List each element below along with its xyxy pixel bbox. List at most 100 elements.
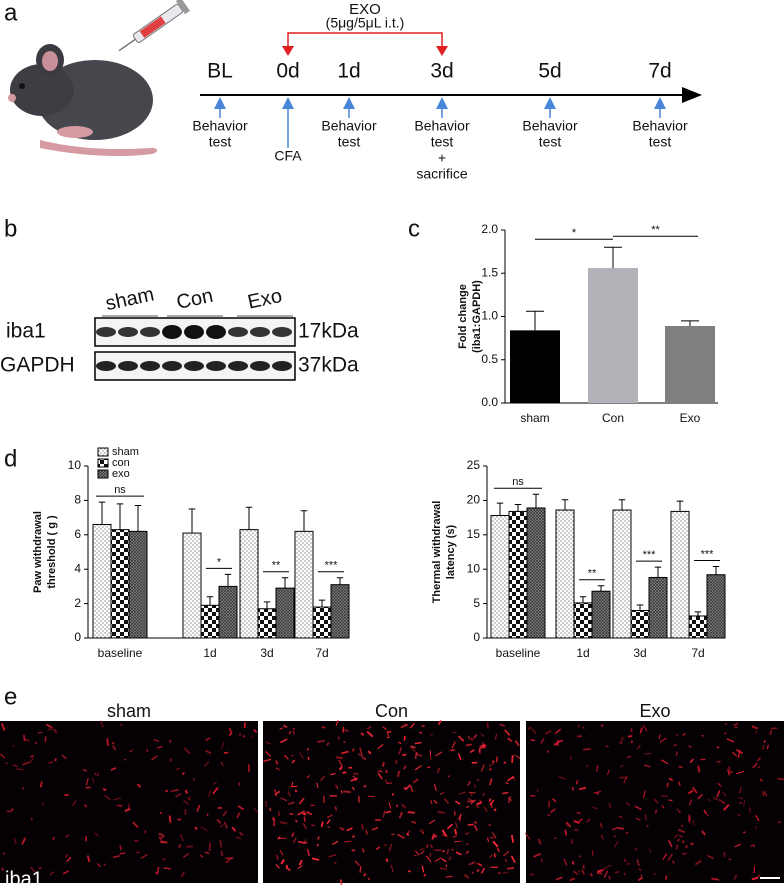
microglia — [544, 729, 552, 735]
microglia — [457, 753, 462, 761]
microglia — [158, 836, 164, 844]
microglia — [763, 739, 766, 744]
blot-size: 37kDa — [298, 354, 359, 377]
microglia — [423, 873, 427, 877]
microglia — [253, 807, 258, 813]
microglia — [132, 821, 139, 829]
microglia — [99, 720, 104, 728]
microglia — [673, 744, 677, 747]
treatment-arrows — [282, 46, 448, 56]
microglia — [28, 758, 34, 764]
microglia — [352, 786, 355, 791]
microglia — [119, 844, 122, 851]
mouse-illustration — [8, 0, 190, 156]
microglia — [496, 847, 500, 852]
microglia — [303, 812, 307, 816]
microglia — [104, 794, 111, 801]
microglia — [353, 772, 359, 775]
x-tick-label: 7d — [315, 646, 328, 660]
microglia — [694, 859, 702, 866]
microglia — [292, 727, 296, 731]
blot-band — [250, 361, 270, 371]
microglia — [338, 765, 343, 771]
microglia — [761, 791, 765, 797]
microglia — [411, 820, 417, 824]
microglia — [729, 771, 734, 774]
microglia — [433, 799, 438, 804]
microglia — [386, 731, 390, 738]
microglia — [586, 818, 591, 824]
microglia — [619, 764, 624, 768]
microglia — [366, 730, 374, 738]
microglia — [181, 771, 186, 776]
microglia — [480, 733, 485, 737]
microglia — [450, 749, 455, 752]
microglia — [441, 858, 447, 863]
microglia — [222, 810, 228, 817]
y-axis-label: threshold ( g ) — [46, 515, 58, 589]
error-bar — [98, 501, 106, 525]
microglia — [111, 741, 115, 745]
microglia — [275, 854, 279, 860]
bar — [630, 609, 650, 639]
microglia — [371, 827, 379, 831]
microglia — [527, 726, 532, 730]
microglia — [600, 834, 604, 840]
microglia — [208, 842, 211, 851]
panel-label: c — [408, 215, 420, 242]
microglia — [660, 759, 669, 765]
microglia — [459, 813, 462, 822]
microglia — [692, 820, 695, 826]
y-tick-label: 0.0 — [481, 395, 498, 409]
microglia — [707, 854, 714, 859]
microglia — [343, 790, 351, 794]
bar — [508, 510, 528, 639]
microglia — [311, 857, 320, 861]
microglia — [291, 759, 296, 764]
microglia — [119, 852, 126, 855]
microglia — [661, 804, 665, 809]
microglia — [755, 825, 758, 829]
microglia — [242, 734, 246, 738]
microglia — [480, 764, 485, 772]
microglia — [299, 751, 304, 760]
microglia — [507, 797, 513, 802]
microglia — [603, 870, 609, 878]
microglia — [470, 793, 473, 796]
microglia — [354, 860, 360, 867]
microglia — [769, 729, 773, 736]
microglia — [759, 778, 764, 782]
microglia — [404, 784, 411, 791]
microglia — [204, 749, 212, 754]
microglia — [777, 777, 784, 781]
error-bar — [597, 585, 605, 592]
event-note: test — [539, 134, 562, 150]
dose: (5μg/5μL i.t.) — [326, 15, 405, 31]
microglia — [479, 799, 483, 803]
microglia — [408, 869, 411, 873]
microglia — [285, 864, 288, 869]
microglia — [597, 869, 604, 873]
microglia — [623, 872, 626, 876]
microglia — [421, 865, 425, 873]
event-note: test — [338, 134, 361, 150]
microglia — [578, 818, 583, 823]
microglia — [454, 840, 462, 843]
microglia — [409, 785, 414, 793]
microglia — [1, 867, 4, 872]
microglia — [478, 747, 481, 752]
microglia — [52, 836, 55, 841]
microglia — [419, 850, 425, 855]
microglia — [441, 829, 447, 837]
legend-label: sham — [112, 446, 139, 458]
x-tick-label: 7d — [691, 646, 704, 660]
microglia — [589, 872, 593, 877]
day-label: 1d — [337, 60, 360, 83]
microglia — [351, 748, 355, 752]
legend-swatch — [97, 469, 109, 479]
bar — [128, 530, 148, 639]
microglia — [219, 823, 224, 828]
error-bar — [116, 503, 124, 530]
event-note: test — [209, 134, 232, 150]
blot-band — [96, 327, 116, 337]
